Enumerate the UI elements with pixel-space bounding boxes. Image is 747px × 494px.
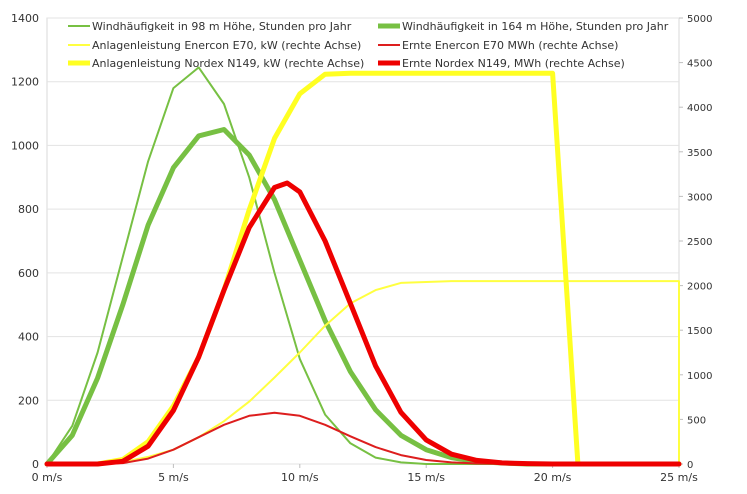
x-tick-label: 25 m/s: [660, 471, 698, 484]
y-right-tick-label: 2000: [687, 282, 712, 293]
legend: Windhäufigkeit in 98 m Höhe, Stunden pro…: [68, 20, 669, 70]
x-tick-label: 15 m/s: [407, 471, 445, 484]
y-left-tick-label: 1400: [11, 12, 39, 25]
y-right-tick-label: 2500: [687, 237, 712, 248]
y-right-tick-label: 1500: [687, 326, 712, 337]
y-right-tick-label: 500: [687, 415, 706, 426]
series-line-6: [44, 180, 682, 467]
y-left-tick-label: 600: [18, 267, 39, 280]
y-right-tick-label: 1000: [687, 371, 712, 382]
y-left-tick-label: 0: [32, 458, 39, 471]
x-tick-label: 10 m/s: [281, 471, 319, 484]
x-tick-label: 0 m/s: [32, 471, 63, 484]
y-left-tick-label: 800: [18, 203, 39, 216]
legend-label: Ernte Nordex N149, MWh (rechte Achse): [402, 57, 625, 70]
y-left-tick-label: 200: [18, 394, 39, 407]
legend-label: Anlagenleistung Enercon E70, kW (rechte …: [92, 39, 361, 52]
axes: 0 200 400 600 800 1000 1200 1400 0 500 1000 1500 200…: [11, 12, 712, 484]
legend-label: Windhäufigkeit in 164 m Höhe, Stunden pr…: [402, 20, 669, 33]
x-tick-label: 20 m/s: [534, 471, 572, 484]
series-layer: [44, 66, 682, 467]
y-left-tick-label: 1000: [11, 139, 39, 152]
y-right-tick-label: 5000: [687, 14, 712, 25]
y-right-tick-label: 3000: [687, 192, 712, 203]
y-right-tick-label: 3500: [687, 148, 712, 159]
legend-label: Ernte Enercon E70 MWh (rechte Achse): [402, 39, 618, 52]
x-tick-label: 5 m/s: [158, 471, 189, 484]
legend-label: Windhäufigkeit in 98 m Höhe, Stunden pro…: [92, 20, 352, 33]
y-left-tick-label: 1200: [11, 76, 39, 89]
legend-label: Anlagenleistung Nordex N149, kW (rechte …: [92, 57, 364, 70]
y-right-tick-label: 4500: [687, 59, 712, 70]
y-right-tick-label: 4000: [687, 103, 712, 114]
y-right-tick-label: 0: [687, 460, 693, 471]
y-left-tick-label: 400: [18, 331, 39, 344]
